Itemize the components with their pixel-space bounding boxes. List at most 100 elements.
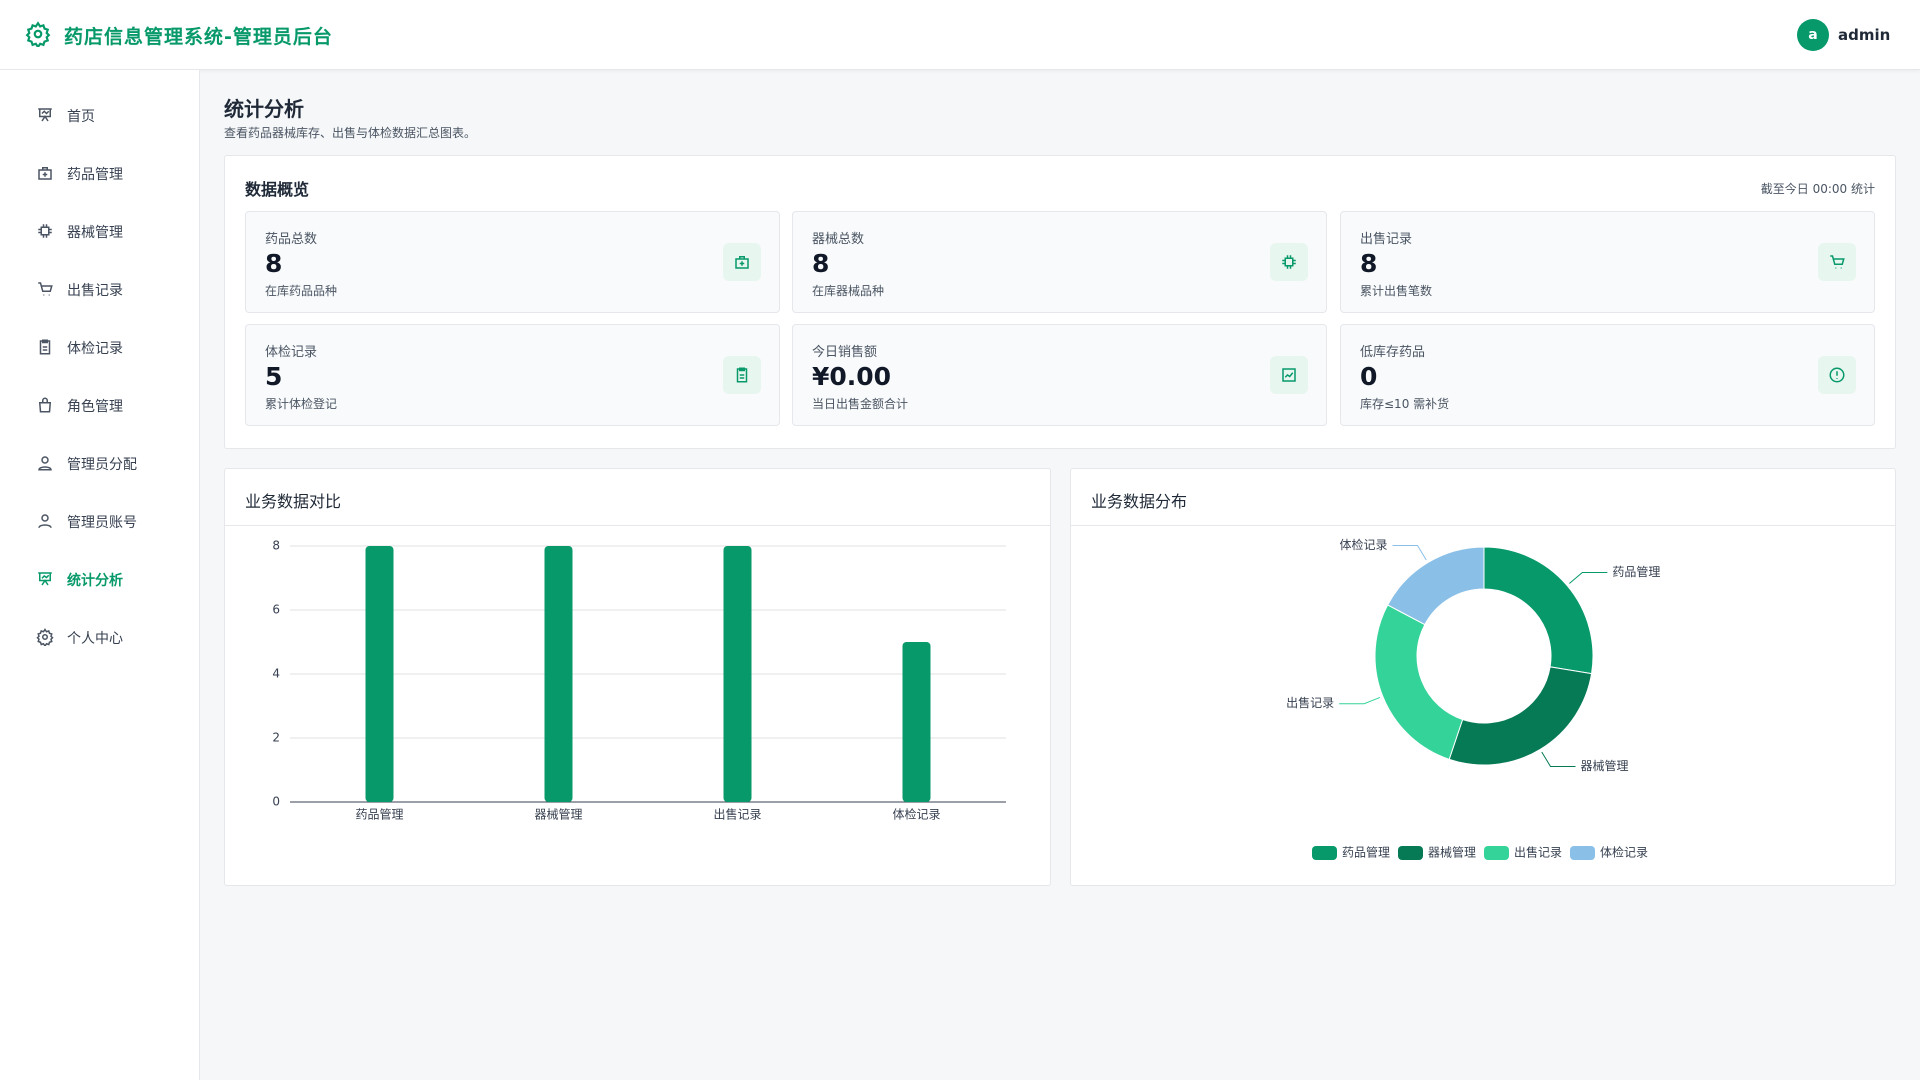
stat-label: 器械总数 (812, 232, 865, 247)
nav-item[interactable]: 体检记录 (0, 325, 199, 369)
stat-value: 0 (1360, 362, 1378, 391)
pie-slice (1483, 546, 1594, 675)
stat-icon (723, 356, 761, 394)
nav-label: 出售记录 (67, 283, 123, 299)
bar (723, 546, 752, 802)
icon (38, 282, 53, 296)
leader-line (1541, 751, 1576, 768)
stat-card: 体检记录 5 累计体检登记 (245, 324, 780, 426)
icon-shape (1282, 255, 1296, 269)
nav-item[interactable]: 管理员分配 (0, 441, 199, 485)
slice-label: 出售记录 (1286, 695, 1334, 710)
legend-swatch (1398, 846, 1423, 860)
nav-label: 个人中心 (67, 631, 123, 647)
overview-panel: 数据概览 截至今日 00:00 统计 药品总数 8 在库药品品种 器械总数 8 在库器械品… (224, 155, 1896, 449)
stat-value: 8 (812, 249, 830, 278)
stat-label: 药品总数 (265, 232, 318, 247)
x-tick-label: 药品管理 (355, 807, 403, 822)
icon (38, 224, 52, 238)
pie-slice (1387, 546, 1485, 626)
x-tick-label: 体检记录 (892, 807, 940, 822)
icon (1282, 368, 1296, 382)
icon (1829, 367, 1845, 383)
user-name[interactable]: admin (1838, 26, 1891, 44)
leader-line (1339, 696, 1381, 705)
nav-label: 药品管理 (67, 167, 123, 183)
icon-shape (38, 282, 53, 296)
logo-icon (25, 21, 51, 47)
y-tick-label: 0 (272, 795, 280, 809)
chart-title: 业务数据对比 (245, 492, 342, 511)
stat-icon (723, 243, 761, 281)
stat-label: 出售记录 (1360, 232, 1413, 247)
legend-label: 出售记录 (1514, 845, 1562, 860)
nav-item[interactable]: 个人中心 (0, 615, 199, 659)
nav-item[interactable]: 管理员账号 (0, 499, 199, 543)
nav-item[interactable]: 统计分析 (0, 557, 199, 601)
avatar[interactable]: a (1797, 19, 1829, 51)
overview-note: 截至今日 00:00 统计 (1760, 182, 1875, 196)
icon-shape (1282, 368, 1296, 382)
nav-label: 角色管理 (67, 399, 123, 415)
stat-card: 器械总数 8 在库器械品种 (792, 211, 1327, 313)
icon-shape (736, 367, 748, 383)
nav-item[interactable]: 角色管理 (0, 383, 199, 427)
sidebar: 首页药品管理器械管理出售记录体检记录角色管理管理员分配管理员账号统计分析个人中心 (0, 70, 200, 1080)
icon (38, 108, 52, 122)
icon-shape (38, 514, 52, 529)
stat-card: 低库存药品 0 库存≤10 需补货 (1340, 324, 1875, 426)
icon-shape (1830, 255, 1845, 269)
bar (544, 546, 573, 802)
y-tick-label: 8 (272, 539, 280, 553)
icon (38, 167, 52, 180)
nav-label: 体检记录 (67, 341, 123, 357)
nav-item[interactable]: 首页 (0, 93, 199, 137)
y-tick-label: 2 (272, 731, 280, 745)
icon-shape (38, 224, 52, 238)
icon (38, 514, 52, 529)
slice-label: 器械管理 (1581, 758, 1629, 773)
leader-line (1569, 571, 1608, 584)
bar (902, 642, 931, 802)
top-bar: 药店信息管理系统-管理员后台 a admin (0, 0, 1920, 70)
icon (1282, 255, 1296, 269)
overview-title: 数据概览 (245, 180, 310, 199)
icon-shape (38, 456, 52, 471)
legend-swatch (1312, 846, 1337, 860)
icon (39, 339, 51, 355)
pie-slice (1374, 604, 1464, 760)
icon-shape (1829, 367, 1845, 383)
legend-label: 器械管理 (1428, 845, 1476, 860)
bar-panel: 业务数据对比 0 2 4 6 8 药品管理 器械管理 出售记录 体检记录 (224, 468, 1051, 886)
x-tick-label: 器械管理 (534, 807, 582, 822)
stat-desc: 累计出售笔数 (1360, 284, 1433, 298)
page-subtitle: 查看药品器械库存、出售与体检数据汇总图表。 (224, 126, 477, 140)
y-tick-label: 4 (272, 667, 280, 681)
nav-item[interactable]: 器械管理 (0, 209, 199, 253)
icon-shape (38, 108, 52, 122)
stat-icon (1270, 356, 1308, 394)
icon-shape (38, 572, 52, 586)
panel-header: 业务数据分布 (1071, 469, 1895, 526)
stat-icon (1818, 243, 1856, 281)
stat-value: 8 (1360, 249, 1378, 278)
stat-icon (1818, 356, 1856, 394)
icon-shape (38, 167, 52, 180)
nav-label: 管理员账号 (67, 515, 137, 531)
icon (38, 572, 52, 586)
pie-panel: 业务数据分布 药品管理 器械管理 出售记录 体检记录 药品管理 器械管理 出售记录 体检记录 (1070, 468, 1896, 886)
nav-item[interactable]: 出售记录 (0, 267, 199, 311)
app-title: 药店信息管理系统-管理员后台 (64, 26, 333, 48)
icon (36, 628, 54, 646)
legend-label: 药品管理 (1342, 845, 1390, 860)
stat-label: 今日销售额 (812, 345, 878, 360)
nav-label: 管理员分配 (67, 457, 137, 473)
chart-title: 业务数据分布 (1091, 492, 1188, 511)
icon (38, 456, 52, 471)
icon (1830, 255, 1845, 269)
nav-item[interactable]: 药品管理 (0, 151, 199, 195)
leader-line (1392, 544, 1427, 561)
